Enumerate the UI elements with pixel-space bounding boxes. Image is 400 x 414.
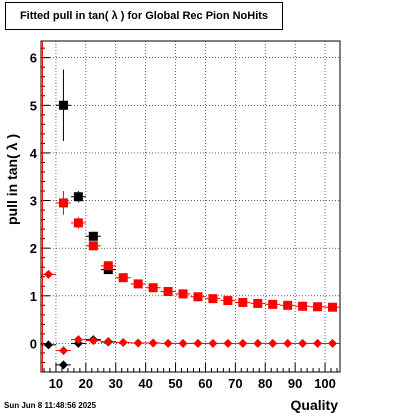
data-point-diamond — [58, 346, 68, 356]
data-point-diamond — [328, 338, 338, 348]
x-tick-label: 20 — [79, 376, 93, 391]
data-point-square — [283, 300, 293, 310]
data-point-square — [133, 279, 143, 289]
data-point-square — [88, 241, 98, 251]
data-marks — [41, 41, 340, 372]
data-point-square — [238, 297, 248, 307]
data-point-square — [298, 301, 308, 311]
data-point-square — [328, 302, 338, 312]
x-tick-label: 30 — [109, 376, 123, 391]
data-point-diamond — [88, 336, 98, 346]
data-point-square — [178, 289, 188, 299]
data-point-square — [58, 100, 68, 110]
y-tick-label: 2 — [30, 241, 37, 256]
grid — [41, 41, 340, 372]
data-point-diamond — [58, 360, 68, 370]
data-point-square — [73, 218, 83, 228]
data-point-diamond — [43, 340, 53, 350]
data-point-diamond — [238, 338, 248, 348]
y-tick-label: 0 — [30, 336, 37, 351]
data-point-square — [163, 287, 173, 297]
x-tick-label: 90 — [288, 376, 302, 391]
data-point-diamond — [208, 338, 218, 348]
data-point-square — [73, 192, 83, 202]
data-point-diamond — [73, 335, 83, 345]
data-point-diamond — [268, 338, 278, 348]
data-point-diamond — [133, 338, 143, 348]
data-point-square — [253, 298, 263, 308]
data-point-square — [148, 283, 158, 293]
data-point-diamond — [298, 338, 308, 348]
x-axis-label: Quality — [290, 397, 338, 413]
data-point-square — [208, 294, 218, 304]
x-tick-label: 10 — [49, 376, 63, 391]
x-tick-label: 60 — [198, 376, 212, 391]
y-tick-label: 5 — [30, 98, 37, 113]
data-point-diamond — [178, 338, 188, 348]
x-tick-label: 70 — [228, 376, 242, 391]
x-tick-label: 100 — [314, 376, 336, 391]
data-point-diamond — [163, 338, 173, 348]
data-point-square — [193, 292, 203, 302]
data-point-square — [103, 261, 113, 271]
data-point-diamond — [103, 337, 113, 347]
data-point-diamond — [148, 338, 158, 348]
datestamp: Sun Jun 8 11:48:56 2025 — [4, 401, 97, 410]
data-point-diamond — [283, 338, 293, 348]
y-tick-label: 3 — [30, 194, 37, 209]
data-point-diamond — [253, 338, 263, 348]
x-tick-label: 40 — [138, 376, 152, 391]
data-point-diamond — [43, 269, 53, 279]
title-box: Fitted pull in tan( λ ) for Global Rec P… — [5, 2, 283, 30]
axis-ticks: 10 20 30 40 50 60 70 80 90 100 0 1 2 3 4 5 6 — [30, 47, 338, 391]
y-tick-label: 1 — [30, 289, 37, 304]
x-tick-label: 80 — [258, 376, 272, 391]
data-point-diamond — [313, 338, 323, 348]
data-point-square — [118, 273, 128, 283]
data-point-diamond — [118, 337, 128, 347]
data-point-square — [313, 302, 323, 312]
chart-title: Fitted pull in tan( λ ) for Global Rec P… — [19, 10, 269, 22]
y-tick-label: 6 — [30, 51, 37, 66]
data-point-diamond — [223, 338, 233, 348]
data-point-square — [268, 299, 278, 309]
y-axis-label: pull in tan( λ ) — [4, 134, 20, 225]
x-tick-label: 50 — [168, 376, 182, 391]
data-point-square — [88, 231, 98, 241]
data-point-diamond — [193, 338, 203, 348]
data-point-square — [58, 198, 68, 208]
data-point-square — [223, 296, 233, 306]
plot-frame — [40, 40, 341, 373]
y-tick-label: 4 — [30, 146, 38, 161]
